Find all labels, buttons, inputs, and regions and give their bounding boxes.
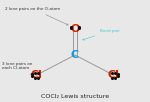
Text: O: O (70, 24, 80, 34)
Text: Bond pair: Bond pair (83, 29, 120, 40)
Text: C: C (71, 50, 79, 60)
Text: Cl: Cl (30, 70, 42, 80)
Text: 2 lone pairs on the O-atom: 2 lone pairs on the O-atom (5, 7, 68, 25)
Text: Cl: Cl (108, 70, 120, 80)
Text: 3 lone pairs on
each Cl-atom: 3 lone pairs on each Cl-atom (2, 62, 33, 75)
Text: COCl₂ Lewis structure: COCl₂ Lewis structure (41, 94, 109, 99)
